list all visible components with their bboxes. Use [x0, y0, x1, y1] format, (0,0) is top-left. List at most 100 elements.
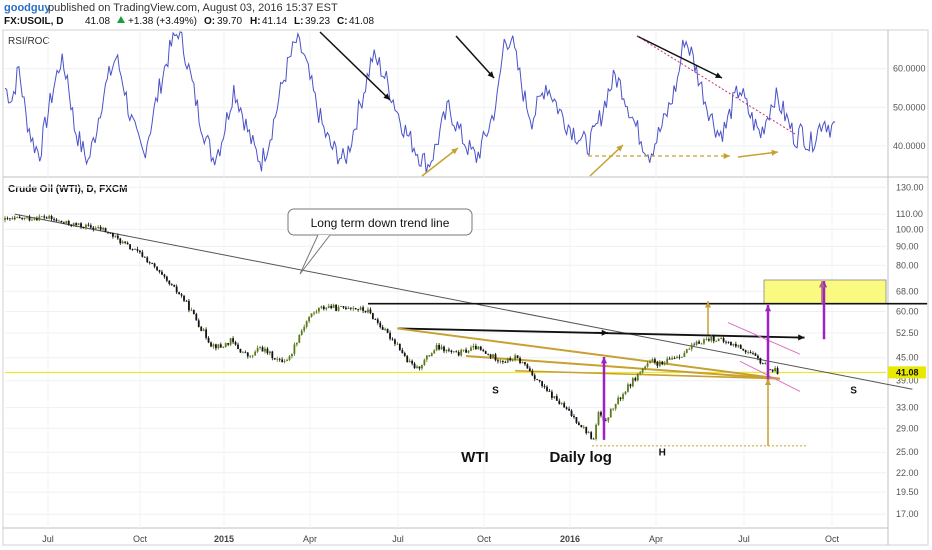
candle-body — [683, 352, 686, 357]
candle-body — [678, 356, 681, 358]
candle-body — [580, 425, 583, 428]
candle-body — [367, 309, 369, 313]
candle-body — [705, 339, 708, 340]
candle-body — [283, 360, 286, 362]
candle-body — [487, 353, 490, 355]
candle-body — [725, 341, 727, 343]
candle-body — [600, 412, 602, 416]
price-y-tick-label: 17.00 — [896, 509, 919, 519]
time-tick-label: Apr — [649, 534, 663, 544]
candle-body — [764, 362, 767, 364]
last-price: 41.08 — [85, 16, 110, 27]
candle-body — [739, 345, 742, 349]
candle-body — [320, 306, 323, 308]
rsi-divergence-arrow — [636, 35, 723, 79]
rsi-divergence-arrow-head — [383, 93, 390, 100]
candle-body — [119, 238, 122, 244]
candle-body — [70, 224, 73, 227]
candle-body — [102, 227, 105, 230]
candle-body — [212, 344, 215, 347]
last-price-label: 41.08 — [896, 367, 919, 377]
candle-body — [286, 359, 288, 361]
candle-body — [582, 426, 585, 428]
time-tick-label: 2016 — [560, 534, 580, 544]
candle-body — [710, 335, 713, 341]
candle-body — [592, 438, 595, 440]
candle-body — [541, 381, 544, 387]
candle-body — [38, 216, 41, 221]
candle-body — [173, 284, 176, 287]
candle-body — [345, 307, 347, 309]
rsi-pane[interactable]: RSI/ROC 60.0000 50.0000 40.0000 — [4, 30, 926, 177]
candle-body — [364, 310, 367, 313]
candle-body — [396, 343, 399, 345]
candle-body — [577, 422, 580, 426]
candle-body — [406, 355, 409, 363]
candle-body — [136, 249, 139, 251]
candle-body — [685, 349, 688, 353]
candle-body — [308, 316, 311, 322]
rsi-divergence-arrow-head — [487, 71, 494, 78]
candle-body — [644, 366, 647, 369]
candle-body — [587, 432, 590, 434]
candle-body — [80, 223, 82, 227]
candle-body — [107, 231, 109, 233]
price-y-tick-label: 29.00 — [896, 423, 919, 433]
candle-body — [72, 223, 75, 227]
candle-body — [251, 355, 254, 357]
candle-body — [92, 227, 95, 230]
trend-lines — [14, 213, 928, 447]
candle-body — [609, 408, 612, 418]
rsi-support-arrow — [421, 147, 459, 177]
candle-body — [379, 322, 382, 328]
neckline-mid-arrow-head — [601, 329, 608, 336]
price-y-tick-label: 110.00 — [896, 209, 923, 219]
candle-body — [31, 219, 33, 221]
candle-body — [619, 397, 622, 399]
candle-body — [21, 218, 24, 220]
candle-body — [158, 270, 161, 272]
candle-body — [519, 358, 521, 363]
chart-caption: WTI — [461, 449, 489, 466]
candle-body — [717, 338, 720, 342]
candle-body — [727, 342, 730, 343]
candle-body — [161, 271, 163, 275]
candle-body — [97, 226, 100, 228]
price-y-tick-label: 80.00 — [896, 260, 919, 270]
candle-body — [35, 218, 38, 221]
candle-body — [707, 339, 710, 341]
candle-body — [435, 344, 438, 351]
close-value: 41.08 — [349, 16, 374, 27]
candle-body — [698, 341, 700, 344]
price-pane[interactable]: Crude Oil (WTI), D, FXCM 130.00 110.00 100… — [4, 180, 928, 528]
rsi-grid — [5, 30, 886, 177]
author-name[interactable]: goodguy — [4, 2, 51, 14]
candle-body — [310, 313, 313, 317]
trend-line — [14, 213, 913, 390]
callout-pointer — [299, 234, 331, 275]
candle-body — [389, 332, 391, 339]
price-y-tick-label: 39.00 — [896, 376, 919, 386]
candle-body — [607, 417, 610, 421]
candle-body — [438, 344, 440, 350]
gold-target-arrow-head — [764, 378, 772, 385]
candle-body — [394, 339, 396, 344]
candle-body — [303, 326, 306, 331]
candle-body — [663, 363, 666, 365]
candle-body — [761, 363, 764, 365]
rsi-resistance-line — [636, 35, 796, 135]
candle-body — [568, 408, 570, 411]
candle-body — [631, 378, 634, 387]
up-arrow-icon — [117, 16, 125, 23]
candle-body — [327, 305, 330, 308]
candle-body — [398, 343, 401, 351]
candle-body — [501, 360, 504, 362]
measured-move-arrow-head — [764, 304, 772, 312]
candle-body — [85, 224, 87, 229]
symbol-label: FX:USOIL, D — [4, 16, 63, 27]
candle-body — [555, 396, 558, 401]
candle-body — [742, 348, 745, 351]
candle-body — [89, 225, 92, 228]
candle-body — [9, 218, 11, 220]
